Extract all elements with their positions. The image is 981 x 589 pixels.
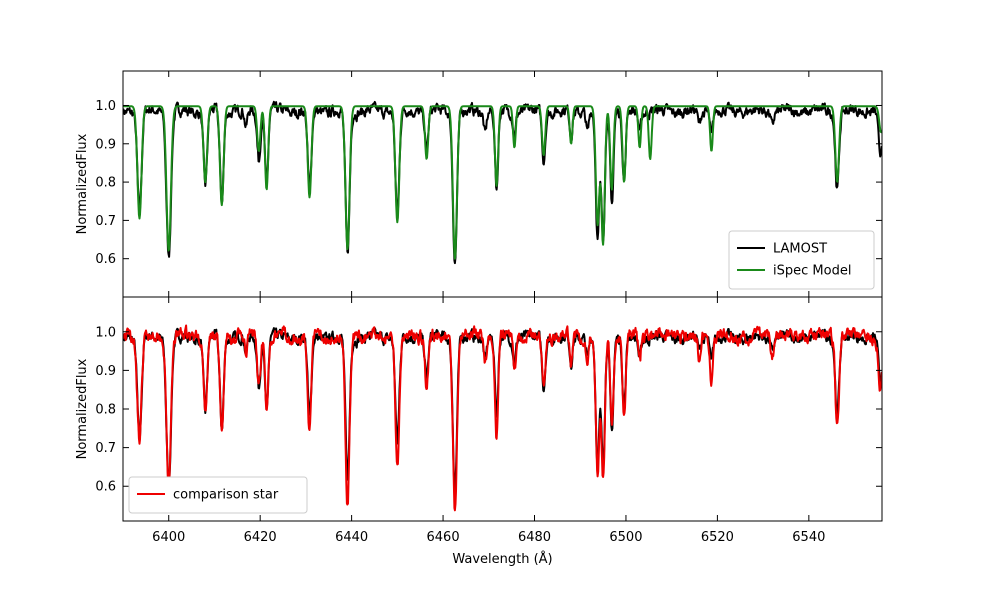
x-tick-label: 6400 (152, 530, 185, 545)
x-tick-label: 6500 (609, 530, 642, 545)
y-tick-label: 0.6 (95, 252, 116, 267)
bottom-ticks: 6400 6420 6440 6460 6480 6500 6520 6540 0.6 0.7 0.… (95, 297, 882, 545)
legend-label-lamost: LAMOST (773, 242, 827, 257)
bottom-panel: 6400 6420 6440 6460 6480 6500 6520 6540 0.6 0.7 0.… (75, 296, 883, 567)
top-series-layer (123, 100, 882, 265)
legend-label-comparison-star: comparison star (173, 488, 279, 503)
y-tick-label: 1.0 (95, 99, 116, 114)
series-line-1-0 (123, 327, 882, 492)
y-tick-label: 0.7 (95, 441, 116, 456)
x-axis-label: Wavelength (Å) (452, 551, 552, 567)
top-y-axis-label: NormalizedFlux (75, 133, 90, 234)
top-panel: 0.6 0.7 0.8 0.9 1.0 NormalizedFlux LAMOST iS… (75, 70, 883, 298)
y-tick-label: 0.7 (95, 214, 116, 229)
top-legend-box (728, 230, 875, 290)
y-tick-label: 0.6 (95, 480, 116, 495)
top-legend: LAMOST iSpec Model (728, 230, 875, 290)
x-tick-label: 6480 (518, 530, 551, 545)
x-tick-label: 6460 (427, 530, 460, 545)
top-ticks: 0.6 0.7 0.8 0.9 1.0 (95, 71, 882, 297)
x-tick-label: 6440 (335, 530, 368, 545)
y-tick-label: 0.9 (95, 137, 116, 152)
y-tick-label: 0.8 (95, 176, 116, 191)
x-tick-label: 6540 (792, 530, 825, 545)
y-tick-label: 0.9 (95, 364, 116, 379)
bottom-legend: comparison star (128, 476, 308, 514)
y-tick-label: 0.8 (95, 403, 116, 418)
series-line-0-1 (123, 105, 882, 260)
x-tick-label: 6520 (701, 530, 734, 545)
series-line-1-1 (123, 324, 882, 512)
legend-label-ispec-model: iSpec Model (773, 264, 851, 279)
bottom-legend-box (128, 476, 308, 514)
bottom-series-layer (123, 324, 882, 512)
x-tick-label: 6420 (244, 530, 277, 545)
series-line-0-0 (123, 100, 882, 265)
y-tick-label: 1.0 (95, 325, 116, 340)
bottom-y-axis-label: NormalizedFlux (75, 358, 90, 459)
